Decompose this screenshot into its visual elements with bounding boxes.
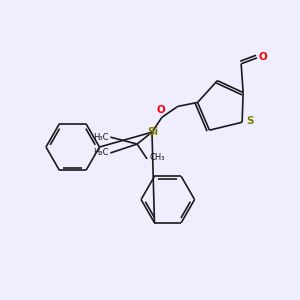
Text: Si: Si bbox=[147, 127, 158, 137]
Text: O: O bbox=[157, 105, 165, 115]
Text: S: S bbox=[246, 116, 253, 126]
Text: CH₃: CH₃ bbox=[149, 153, 164, 162]
Text: O: O bbox=[259, 52, 268, 62]
Text: H₃C: H₃C bbox=[93, 133, 108, 142]
Text: H₃C: H₃C bbox=[93, 148, 108, 158]
